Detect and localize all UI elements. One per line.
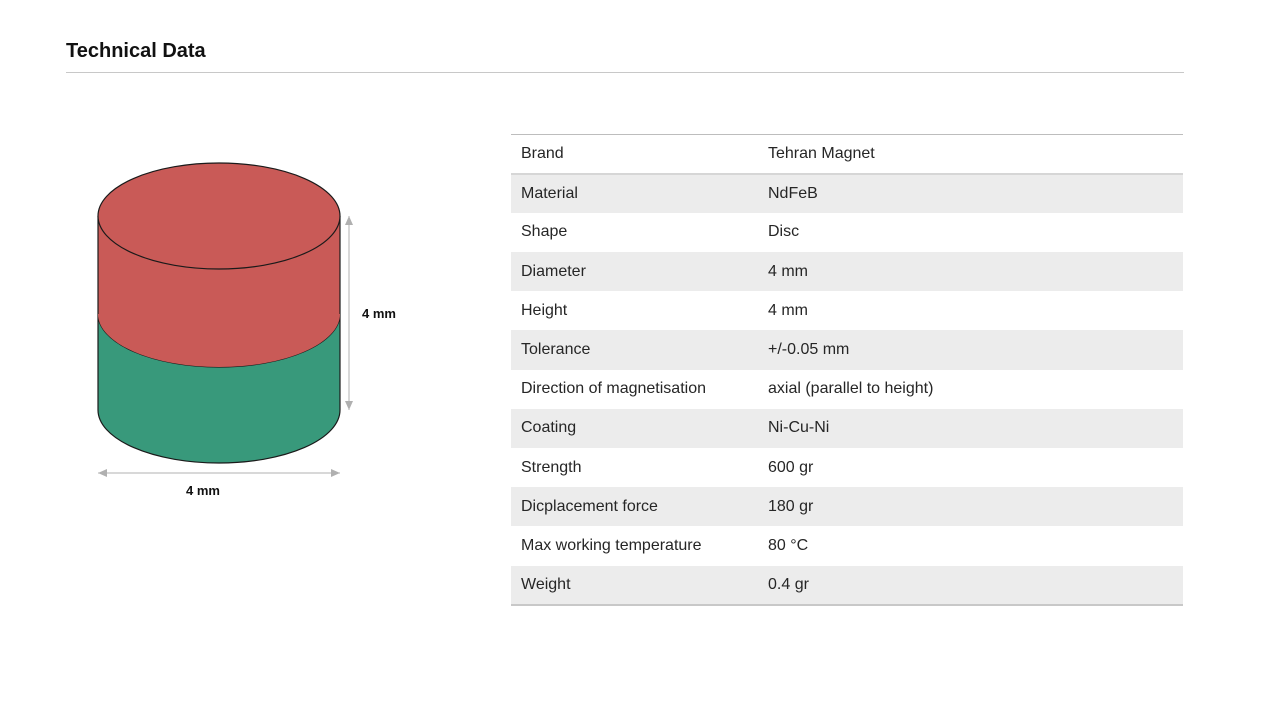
spec-label: Height	[521, 301, 568, 319]
spec-value: 4 mm	[768, 262, 808, 280]
page-title: Technical Data	[66, 40, 206, 62]
disc-magnet-illustration	[97, 162, 353, 477]
title-divider	[66, 72, 1184, 73]
table-row: Weight 0.4 gr	[511, 565, 1183, 605]
spec-value: 180 gr	[768, 497, 814, 515]
table-row: Height 4 mm	[511, 291, 1183, 330]
table-row: Brand Tehran Magnet	[511, 135, 1183, 174]
spec-value: 80 °C	[768, 536, 809, 554]
spec-label: Brand	[521, 144, 564, 162]
spec-label: Weight	[521, 575, 571, 593]
spec-value: 4 mm	[768, 301, 808, 319]
spec-value: axial (parallel to height)	[768, 380, 934, 398]
spec-label: Direction of magnetisation	[521, 380, 706, 398]
spec-table-body: Brand Tehran Magnet Material NdFeB Shape Disc…	[511, 135, 1183, 605]
diameter-dimension-label: 4 mm	[186, 483, 220, 498]
spec-table: Brand Tehran Magnet Material NdFeB Shape Disc…	[511, 134, 1183, 606]
spec-label: Shape	[521, 223, 568, 241]
table-row: Shape Disc	[511, 213, 1183, 252]
table-row: Diameter 4 mm	[511, 252, 1183, 292]
spec-label: Coating	[521, 419, 577, 437]
table-row: Dicplacement force 180 gr	[511, 487, 1183, 527]
table-row: Material NdFeB	[511, 173, 1183, 213]
spec-value: 0.4 gr	[768, 575, 809, 593]
spec-label: Diameter	[521, 262, 586, 280]
spec-value: Ni-Cu-Ni	[768, 419, 830, 437]
spec-label: Tolerance	[521, 341, 591, 359]
height-dimension-label: 4 mm	[362, 306, 396, 321]
height-dimension	[345, 216, 353, 410]
spec-value: +/-0.05 mm	[768, 341, 850, 359]
spec-label: Max working temperature	[521, 536, 702, 554]
magnet-diagram: 4 mm 4 mm	[80, 150, 440, 520]
table-row: Max working temperature 80 °C	[511, 526, 1183, 565]
table-row: Tolerance +/-0.05 mm	[511, 330, 1183, 370]
spec-value: 600 gr	[768, 458, 814, 476]
top-face	[97, 162, 341, 270]
spec-label: Dicplacement force	[521, 497, 658, 515]
table-row: Strength 600 gr	[511, 448, 1183, 487]
table-row: Direction of magnetisation axial (paralle…	[511, 370, 1183, 409]
spec-value: Tehran Magnet	[768, 144, 875, 162]
diameter-dimension	[98, 469, 340, 477]
spec-label: Material	[521, 184, 578, 202]
spec-label: Strength	[521, 458, 582, 476]
table-row: Coating Ni-Cu-Ni	[511, 408, 1183, 448]
spec-value: Disc	[768, 223, 800, 241]
spec-value: NdFeB	[768, 184, 818, 202]
